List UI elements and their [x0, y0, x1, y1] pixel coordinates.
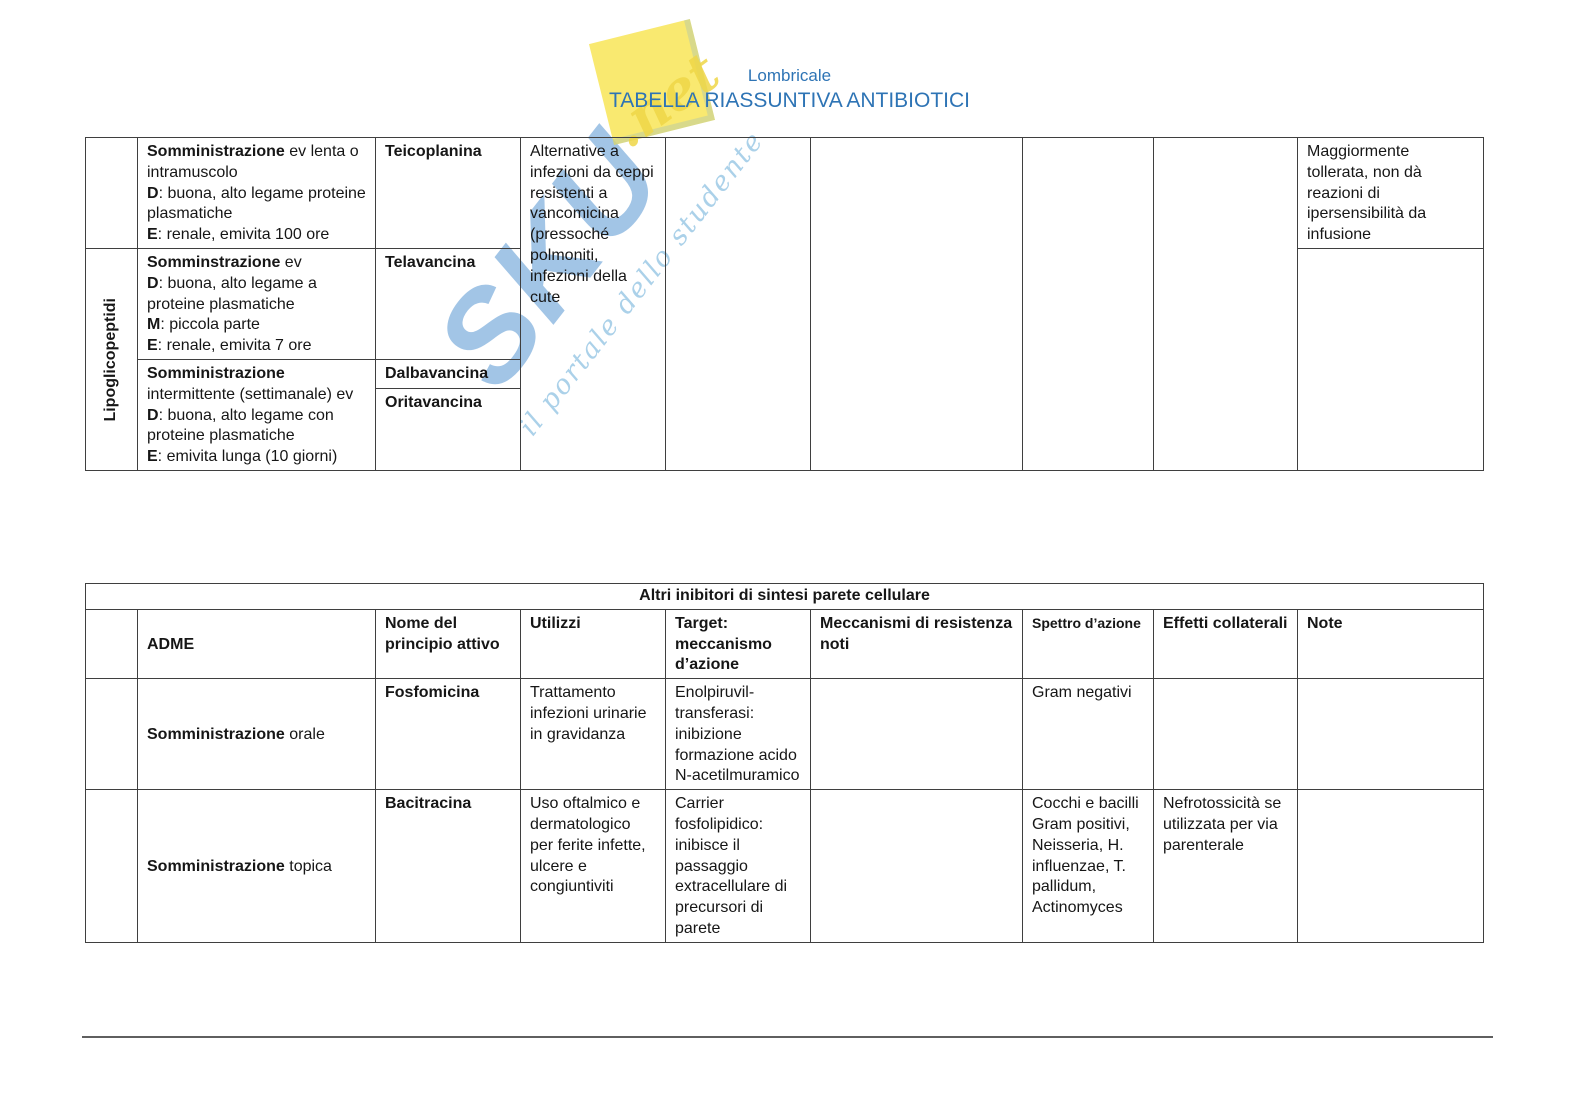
t2-header-empty	[85, 608, 138, 680]
t2-header-adme: ADME	[137, 608, 376, 680]
t1-drug-teicoplanina: Teicoplanina	[375, 137, 521, 249]
t1-group-cell-empty	[85, 137, 138, 249]
altri-inibitori-table: Altri inibitori di sintesi parete cellul…	[84, 583, 1485, 943]
t2-r2-effetti: Nefrotossicità se utilizzata per via par…	[1153, 789, 1298, 943]
t2-header-resistenza: Meccanismi di resistenza noti	[810, 608, 1023, 680]
t2-r1-note-gray	[1296, 678, 1485, 791]
t1-adme-dalba-orita: Somministrazione intermittente (settiman…	[137, 358, 376, 471]
t2-header-note: Note	[1296, 608, 1485, 680]
t2-r2-empty	[85, 789, 138, 943]
t2-r2-drug-bacitracina: Bacitracina	[375, 789, 521, 943]
t2-r1-resistenza-gray	[810, 678, 1023, 791]
t2-r2-spettro: Cocchi e bacilli Gram positivi, Neisseri…	[1022, 789, 1154, 943]
t2-r2-utilizzi: Uso oftalmico e dermatologico per ferite…	[520, 789, 666, 943]
t2-r2-note-gray	[1296, 789, 1485, 943]
t2-r1-adme: Somministrazione orale	[137, 678, 376, 791]
lipoglicopeptidi-table: Somministrazione ev lenta o intramuscolo…	[85, 137, 1484, 471]
t2-r2-resistenza-gray	[810, 789, 1023, 943]
t1-drug-telavancina: Telavancina	[375, 247, 521, 360]
t1-drug-oritavancina: Oritavancina	[375, 388, 521, 471]
t1-note-gray-cell	[1297, 247, 1484, 471]
t1-target-cell-empty	[665, 137, 811, 471]
t2-header-utilizzi: Utilizzi	[520, 608, 666, 680]
t1-adme-teicoplanina: Somministrazione ev lenta o intramuscolo…	[137, 137, 376, 249]
t2-r1-effetti-gray	[1153, 678, 1298, 791]
t1-group-label-cell: Lipoglicopeptidi	[85, 247, 138, 471]
t2-header-effetti: Effetti collaterali	[1153, 608, 1298, 680]
t2-header-target: Target: meccanismo d’azione	[665, 608, 811, 680]
t2-r1-spettro: Gram negativi	[1022, 678, 1154, 791]
t2-section-title: Altri inibitori di sintesi parete cellul…	[84, 583, 1485, 610]
t1-note-cell: Maggiormente tollerata, non dà reazioni …	[1297, 137, 1484, 249]
t1-drug-dalbavancina: Dalbavancina	[375, 358, 521, 390]
t2-r2-adme: Somministrazione topica	[137, 789, 376, 943]
t2-r1-empty	[85, 678, 138, 791]
t2-r1-target: Enolpiruvil-transferasi: inibizione form…	[665, 678, 811, 791]
t1-utilizzi-cell: Alternative a infezioni da ceppi resiste…	[520, 137, 666, 471]
t1-resistenza-cell-empty	[810, 137, 1023, 471]
t1-spettro-cell-empty	[1022, 137, 1154, 471]
author-name: Lombricale	[747, 66, 832, 85]
t1-adme-telavancina: Somminstrazione ev D: buona, alto legame …	[137, 247, 376, 360]
t2-header-nome: Nome del principio attivo	[375, 608, 521, 680]
footer-separator-line	[82, 1036, 1493, 1038]
t2-r1-utilizzi: Trattamento infezioni urinarie in gravid…	[520, 678, 666, 791]
t2-r2-target: Carrier fosfolipidico: inibisce il passa…	[665, 789, 811, 943]
t1-effetti-cell-empty	[1153, 137, 1298, 471]
page-title: TABELLA RIASSUNTIVA ANTIBIOTICI	[609, 89, 970, 112]
t2-r1-drug-fosfomicina: Fosfomicina	[375, 678, 521, 791]
group-label-lipoglicopeptidi: Lipoglicopeptidi	[102, 297, 120, 422]
t2-header-spettro: Spettro d’azione	[1022, 608, 1154, 680]
